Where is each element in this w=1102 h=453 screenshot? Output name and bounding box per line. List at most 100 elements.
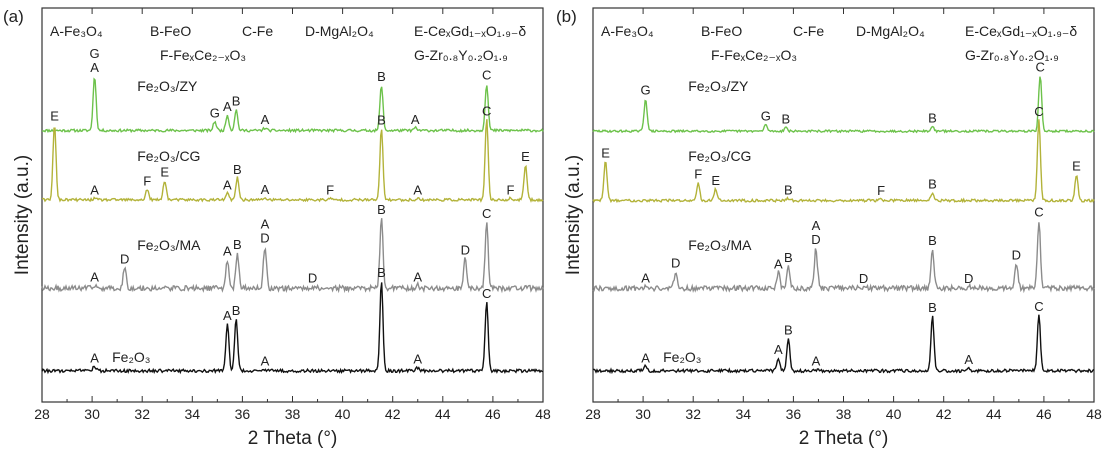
- peak-label: E: [711, 173, 720, 188]
- peak-label: F: [694, 166, 702, 181]
- panel-b-plot: 28 30 32 34 36 38 40 42 44 46 48 2 Theta (°) Intensi…: [563, 7, 1102, 449]
- panel-b: (b) 28 30 32 34 36 38 40 42 44 46 48 2 Theta (°) Int…: [556, 7, 1102, 449]
- peak-label: D: [671, 255, 680, 270]
- series-label: Fe₂O₃/MA: [137, 237, 201, 253]
- series-line: [41, 218, 544, 294]
- x-tick-label: 28: [585, 406, 601, 422]
- peak-label: B: [377, 112, 386, 127]
- phase-legend-item: G-Zr₀.₈Y₀.₂O₁.₉: [965, 47, 1059, 63]
- peak-label: A: [641, 270, 650, 285]
- peak-label: B: [232, 94, 241, 109]
- series-label: Fe₂O₃/ZY: [688, 78, 749, 94]
- phase-legend-item: G-Zr₀.₈Y₀.₂O₁.₉: [414, 47, 508, 63]
- peak-label: B: [233, 237, 242, 252]
- x-tick-label: 38: [836, 406, 852, 422]
- series-label: Fe₂O₃: [663, 349, 701, 365]
- peak-label: D: [1012, 248, 1021, 263]
- peak-label: C: [1034, 205, 1043, 220]
- peak-label: A: [261, 217, 270, 232]
- peak-label: A: [261, 112, 270, 127]
- peak-label: D: [260, 231, 269, 246]
- x-tick-label: 44: [986, 406, 1002, 422]
- peak-label: D: [964, 271, 973, 286]
- peak-label: D: [308, 270, 317, 285]
- peak-label: B: [928, 300, 937, 315]
- panel-a: (a) 28 30 32 34 36 38 40 42 44 46 48 2 Theta (°) Int…: [3, 7, 551, 449]
- peak-label: F: [877, 183, 885, 198]
- peak-label: B: [928, 177, 937, 192]
- peak-label: A: [90, 183, 99, 198]
- x-tick-label: 34: [185, 406, 201, 422]
- peak-label: B: [233, 162, 242, 177]
- x-tick-label: 40: [335, 406, 351, 422]
- peak-label: A: [223, 244, 232, 259]
- peak-label: D: [120, 251, 129, 266]
- phase-legend-item: C-Fe: [793, 23, 824, 39]
- peak-label: B: [928, 233, 937, 248]
- x-tick-label: 30: [84, 406, 100, 422]
- series-label: Fe₂O₃/MA: [688, 237, 752, 253]
- x-tick-label: 42: [385, 406, 401, 422]
- x-tick-label: 48: [535, 406, 551, 422]
- peak-label: D: [811, 232, 820, 247]
- peak-label: A: [90, 350, 99, 365]
- peak-label: B: [377, 69, 386, 84]
- peak-label: B: [377, 265, 386, 280]
- series-label: Fe₂O₃/CG: [137, 148, 200, 164]
- x-tick-label: 30: [635, 406, 651, 422]
- peak-label: B: [784, 250, 793, 265]
- panel-b-label: (b): [556, 7, 577, 26]
- peak-label: C: [482, 206, 491, 221]
- peak-label: A: [413, 270, 422, 285]
- phase-legend-item: C-Fe: [242, 23, 273, 39]
- plot-frame: [41, 7, 544, 403]
- series-label: Fe₂O₃: [112, 349, 150, 365]
- x-tick-label: 32: [685, 406, 701, 422]
- peak-label: B: [232, 303, 241, 318]
- plot-frame: [592, 7, 1095, 403]
- peak-label: F: [143, 173, 151, 188]
- peak-label: B: [784, 322, 793, 337]
- x-tick-label: 38: [285, 406, 301, 422]
- peak-label: C: [1034, 299, 1043, 314]
- peak-label: C: [1034, 104, 1043, 119]
- series-label: Fe₂O₃/ZY: [137, 78, 198, 94]
- peak-label: A: [641, 350, 650, 365]
- peak-label: D: [461, 242, 470, 257]
- peak-label: F: [506, 183, 514, 198]
- series-line: [41, 77, 544, 134]
- x-tick-label: 48: [1086, 406, 1102, 422]
- x-tick-label: 36: [786, 406, 802, 422]
- peak-label: A: [223, 99, 232, 114]
- peak-label: A: [964, 352, 973, 367]
- phase-legend-item: F-FeₓCe₂₋ₓO₃: [711, 47, 797, 63]
- peak-label: A: [90, 60, 99, 75]
- peak-label: D: [859, 271, 868, 286]
- peak-label: B: [928, 111, 937, 126]
- y-axis-title: Intensity (a.u.): [12, 155, 33, 275]
- series-line: [592, 76, 1095, 134]
- peak-label: G: [90, 46, 100, 61]
- peak-label: E: [1072, 159, 1081, 174]
- phase-legend-item: D-MgAl₂O₄: [856, 23, 925, 39]
- series-line: [42, 119, 544, 203]
- series-label: Fe₂O₃/CG: [688, 148, 751, 164]
- peak-label: A: [812, 218, 821, 233]
- peak-label: B: [782, 111, 791, 126]
- phase-legend-item: F-FeₓCe₂₋ₓO₃: [160, 47, 246, 63]
- x-tick-label: 32: [134, 406, 150, 422]
- peak-label: C: [482, 286, 491, 301]
- peak-label: A: [90, 270, 99, 285]
- peak-label: G: [761, 109, 771, 124]
- panel-a-plot: 28 30 32 34 36 38 40 42 44 46 48 2 Theta (°) Intensi…: [12, 7, 551, 449]
- peak-label: E: [50, 108, 59, 123]
- phase-legend-item: B-FeO: [150, 23, 191, 39]
- peak-label: A: [411, 112, 420, 127]
- phase-legend-item: E-CeₓGd₁₋ₓO₁.₉₋δ: [965, 23, 1077, 39]
- panel-a-label: (a): [3, 7, 24, 26]
- peak-label: G: [641, 83, 651, 98]
- phase-legend-item: D-MgAl₂O₄: [305, 23, 374, 39]
- peak-label: E: [601, 146, 610, 161]
- peak-label: A: [223, 308, 232, 323]
